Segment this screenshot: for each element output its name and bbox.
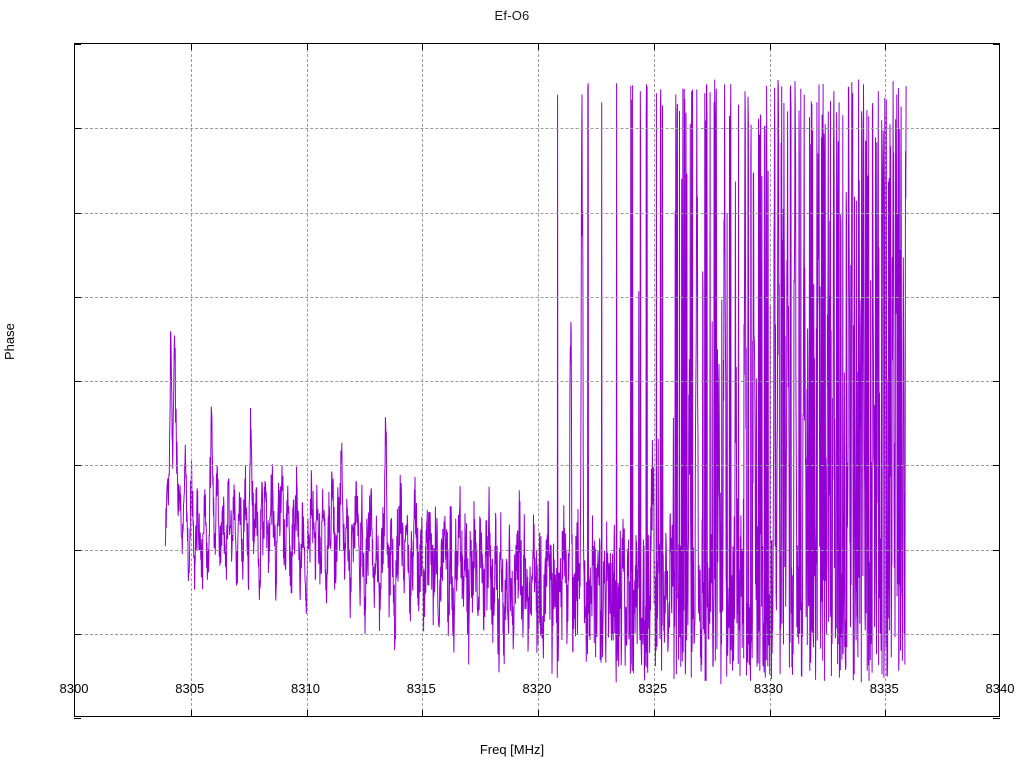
y-axis-tick (74, 465, 81, 467)
y-axis-tick (993, 633, 1000, 635)
x-axis-title: Freq [MHz] (479, 742, 545, 757)
grid-line-vertical (885, 44, 887, 716)
y-axis-tick (74, 718, 81, 719)
y-axis-tick (74, 212, 81, 214)
grid-line-vertical (306, 44, 308, 716)
y-axis-tick (74, 633, 81, 635)
grid-line-vertical (653, 44, 655, 716)
grid-line-horizontal (75, 633, 999, 635)
x-axis-tick-label: 8320 (522, 681, 552, 696)
chart-title: Ef-O6 (494, 8, 530, 23)
phase-trace (165, 80, 906, 685)
grid-line-horizontal (75, 549, 999, 551)
grid-line-vertical (538, 44, 539, 716)
x-axis-tick (653, 43, 655, 50)
x-axis-tick (422, 710, 424, 717)
x-axis-tick (422, 43, 424, 50)
y-axis-tick (74, 44, 81, 45)
x-axis-tick-label: 8325 (638, 681, 668, 696)
x-axis-tick-label: 8335 (869, 681, 899, 696)
grid-line-vertical (769, 44, 771, 716)
x-axis-tick (885, 43, 887, 50)
x-axis-tick (190, 43, 192, 50)
x-axis-tick (538, 43, 539, 50)
y-axis-tick (993, 296, 1000, 298)
x-axis-tick-label: 8300 (59, 681, 89, 696)
y-axis-title: Phase (2, 323, 17, 360)
x-axis-tick (306, 43, 308, 50)
y-axis-tick (74, 381, 81, 382)
y-axis-tick (993, 465, 1000, 467)
grid-line-horizontal (75, 296, 999, 298)
grid-line-vertical (190, 44, 192, 716)
grid-line-horizontal (75, 212, 999, 214)
grid-line-horizontal (75, 381, 999, 382)
x-axis-tick (538, 710, 539, 717)
x-axis-tick (190, 710, 192, 717)
y-axis-tick (993, 381, 1000, 382)
data-series-line (75, 44, 1001, 718)
x-axis-tick-label: 8310 (291, 681, 320, 696)
y-axis-tick (74, 549, 81, 551)
y-axis-tick (993, 212, 1000, 214)
y-axis-tick (993, 44, 1000, 45)
grid-line-vertical (422, 44, 424, 716)
x-axis-tick (769, 43, 771, 50)
x-axis-tick (306, 710, 308, 717)
x-axis-tick-label: 8305 (175, 681, 205, 696)
x-axis-tick-label: 8315 (406, 681, 436, 696)
y-axis-tick (993, 128, 1000, 130)
y-axis-tick (74, 296, 81, 298)
x-axis-tick-label: 8340 (985, 681, 1015, 696)
x-axis-tick (653, 710, 655, 717)
plot-area (74, 43, 1001, 719)
y-axis-tick (74, 128, 81, 130)
grid-line-horizontal (75, 128, 999, 130)
x-axis-tick (885, 710, 887, 717)
x-axis-tick-label: 8330 (754, 681, 783, 696)
y-axis-tick (993, 549, 1000, 551)
grid-line-horizontal (75, 465, 999, 467)
y-axis-tick (993, 718, 1000, 719)
x-axis-tick (769, 710, 771, 717)
